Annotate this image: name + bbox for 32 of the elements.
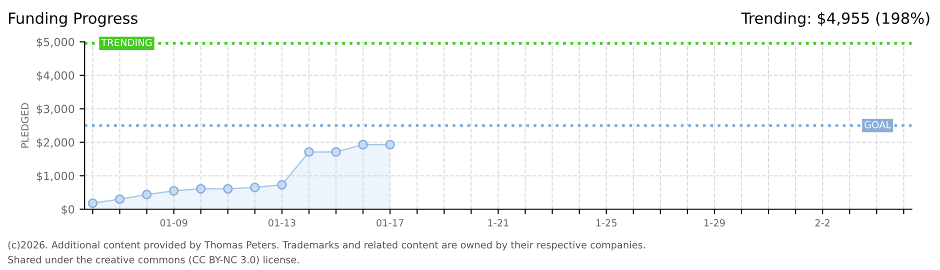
x-tick-label: 1-21 [488, 219, 508, 226]
ref-line-label: TRENDING [101, 38, 152, 46]
point [223, 184, 233, 194]
point [250, 182, 260, 192]
point [277, 180, 287, 190]
point [168, 186, 179, 196]
chart-subtitle: Trending: $4,955 (198%) [741, 12, 930, 27]
point [304, 147, 314, 157]
x-tick-label: 01-13 [268, 219, 296, 226]
y-tick-label: $5,000 [36, 38, 74, 48]
x-tick-label: 01-17 [376, 219, 404, 226]
point [331, 147, 341, 157]
point [88, 198, 98, 208]
y-tick-label: $2,000 [36, 138, 74, 148]
ref-line-label: GOAL [864, 121, 892, 128]
y-tick-label: $0 [62, 205, 74, 216]
point [114, 194, 125, 204]
point [358, 140, 368, 150]
point [385, 140, 395, 150]
text: Shared under the creative commons (CC BY-NC 3.0) license. [8, 256, 299, 265]
x-tick-label: 1-29 [704, 219, 725, 226]
y-tick-label: $1,000 [36, 172, 74, 182]
y-tick-label: $4,000 [36, 71, 74, 82]
x-tick-label: 1-25 [596, 219, 617, 226]
point [142, 190, 152, 200]
x-tick-label: 01-09 [160, 219, 188, 226]
y-tick-label: $3,000 [36, 104, 74, 115]
chart-title: Funding Progress [9, 12, 138, 27]
y-axis-title: PLEDGED [21, 103, 29, 148]
x-tick-label: 2-2 [815, 219, 830, 226]
text: (c)2026. Additional content provided by Thomas Peters. Trademarks and related content are owned by their respective companies. [8, 240, 645, 250]
point [196, 184, 206, 194]
